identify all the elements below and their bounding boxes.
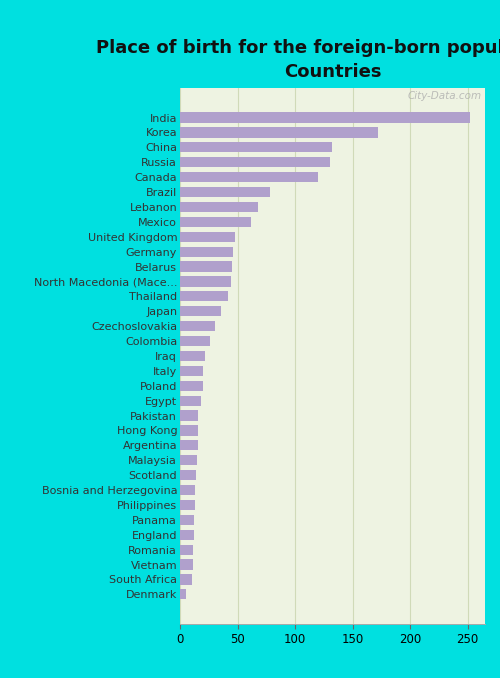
- Bar: [180, 574, 192, 584]
- Bar: [180, 559, 192, 570]
- Bar: [180, 455, 198, 465]
- Bar: [180, 485, 195, 495]
- Bar: [180, 142, 332, 153]
- Bar: [180, 172, 318, 182]
- Bar: [180, 530, 194, 540]
- Bar: [180, 351, 206, 361]
- Title: Place of birth for the foreign-born population -
Countries: Place of birth for the foreign-born popu…: [96, 39, 500, 81]
- Bar: [180, 589, 186, 599]
- Bar: [180, 202, 258, 212]
- Bar: [180, 113, 470, 123]
- Bar: [180, 425, 199, 435]
- Bar: [180, 277, 230, 287]
- Bar: [180, 410, 199, 420]
- Bar: [180, 127, 378, 138]
- Bar: [180, 157, 330, 167]
- Text: City-Data.com: City-Data.com: [408, 91, 482, 101]
- Bar: [180, 187, 270, 197]
- Bar: [180, 515, 194, 525]
- Bar: [180, 395, 201, 405]
- Bar: [180, 336, 210, 346]
- Bar: [180, 500, 195, 510]
- Bar: [180, 262, 232, 272]
- Bar: [180, 544, 192, 555]
- Bar: [180, 292, 228, 302]
- Bar: [180, 232, 235, 242]
- Bar: [180, 247, 233, 257]
- Bar: [180, 440, 199, 450]
- Bar: [180, 470, 196, 480]
- Bar: [180, 321, 214, 332]
- Bar: [180, 380, 203, 391]
- Bar: [180, 306, 222, 317]
- Bar: [180, 366, 203, 376]
- Bar: [180, 217, 252, 227]
